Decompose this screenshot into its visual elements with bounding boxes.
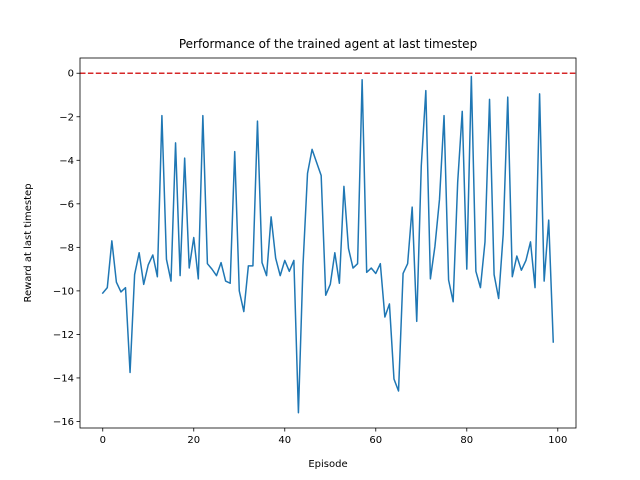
x-tick-label: 80 bbox=[460, 435, 473, 446]
y-tick-label: −16 bbox=[53, 417, 74, 428]
series-line-0 bbox=[101, 75, 555, 414]
y-tick-label: −2 bbox=[59, 112, 74, 123]
y-tick-label: −6 bbox=[59, 199, 74, 210]
x-tick-label: 40 bbox=[278, 435, 291, 446]
y-tick-label: −10 bbox=[53, 286, 74, 297]
x-tick-label: 60 bbox=[369, 435, 382, 446]
x-tick-label: 20 bbox=[187, 435, 200, 446]
y-tick-label: −8 bbox=[59, 243, 74, 254]
y-tick-label: −14 bbox=[53, 373, 74, 384]
x-axis-title: Episode bbox=[308, 459, 347, 470]
x-tick-label: 0 bbox=[100, 435, 106, 446]
axes: 0 20 40 60 80 100 0 −2 −4 −6 −8 −10 −12 −14 −16 bbox=[53, 57, 577, 446]
x-tick-label: 100 bbox=[548, 435, 567, 446]
y-axis-title: Reward at last timestep bbox=[23, 183, 34, 302]
y-tick-label: 0 bbox=[68, 69, 74, 80]
y-tick-label: −4 bbox=[59, 156, 74, 167]
axes-frame bbox=[79, 57, 577, 429]
plot-area bbox=[80, 72, 576, 414]
y-tick-label: −12 bbox=[53, 330, 74, 341]
chart-title: Performance of the trained agent at last… bbox=[179, 37, 477, 51]
